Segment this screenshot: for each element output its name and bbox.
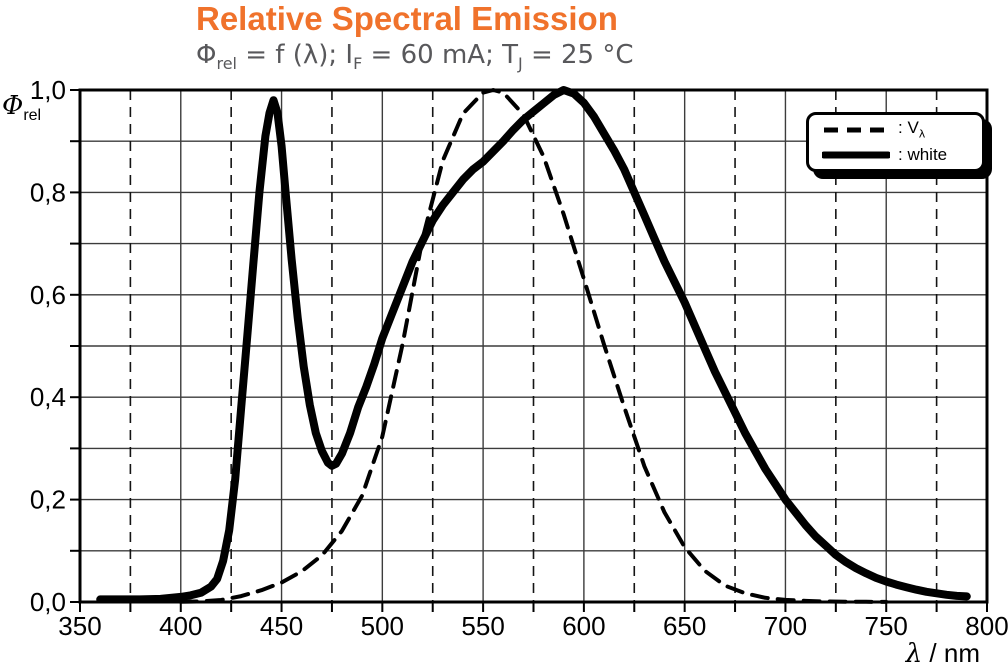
legend: : Vλ : white — [806, 112, 985, 172]
subtitle-tj-sub: J — [517, 54, 523, 74]
subtitle-temp: = 25 °C — [522, 40, 634, 70]
y-axis-phi-sub: rel — [23, 107, 42, 125]
subtitle-current: = 60 mA; T — [362, 40, 518, 70]
y-axis-phi: Φ — [2, 91, 24, 121]
subtitle-phi-sub: rel — [216, 54, 237, 74]
gridlines — [80, 90, 987, 602]
legend-row-v-lambda: : Vλ — [822, 118, 982, 141]
y-axis-title: Φrel — [2, 90, 41, 125]
white-led-curve — [96, 86, 971, 604]
y-tick-label: 1,0 — [30, 75, 66, 105]
x-axis-lambda: λ — [905, 639, 923, 667]
page-title: Relative Spectral Emission — [196, 0, 618, 37]
x-tick-label: 500 — [361, 611, 404, 641]
legend-label-white: : white — [898, 144, 948, 164]
x-tick-label: 800 — [965, 611, 1008, 641]
subtitle-phi: Φ — [196, 40, 217, 70]
axis-ticks — [70, 89, 988, 612]
x-axis-title: λ / nm — [830, 638, 980, 667]
dashed-line-sample-icon — [824, 127, 888, 132]
x-tick-label: 700 — [764, 611, 807, 641]
y-tick-label: 0,8 — [30, 177, 66, 207]
plot-border — [78, 88, 989, 604]
x-tick-label: 650 — [663, 611, 706, 641]
y-tick-label: 0,0 — [30, 587, 66, 617]
x-tick-label: 550 — [461, 611, 504, 641]
legend-label-v-lambda: : Vλ — [898, 118, 926, 141]
y-tick-label: 0,6 — [30, 280, 66, 310]
y-tick-label: 0,4 — [30, 382, 66, 412]
subtitle-if-sub: F — [353, 54, 363, 74]
legend-row-white: : white — [822, 144, 982, 164]
subtitle-eq: = f (λ); I — [236, 40, 354, 70]
x-axis-unit: / nm — [922, 638, 980, 667]
x-tick-label: 600 — [562, 611, 605, 641]
x-tick-label: 350 — [58, 611, 101, 641]
solid-line-sample-icon — [822, 151, 890, 158]
x-tick-label: 750 — [865, 611, 908, 641]
tick-labels: 350 400 450 500 550 600 650 700 750 800 0,0 0,2 0,4 0… — [30, 75, 1008, 641]
x-tick-label: 400 — [159, 611, 202, 641]
chart-subtitle: Φrel = f (λ); IF = 60 mA; TJ = 25 °C — [196, 40, 634, 73]
y-tick-label: 0,2 — [30, 485, 66, 515]
x-tick-label: 450 — [260, 611, 303, 641]
